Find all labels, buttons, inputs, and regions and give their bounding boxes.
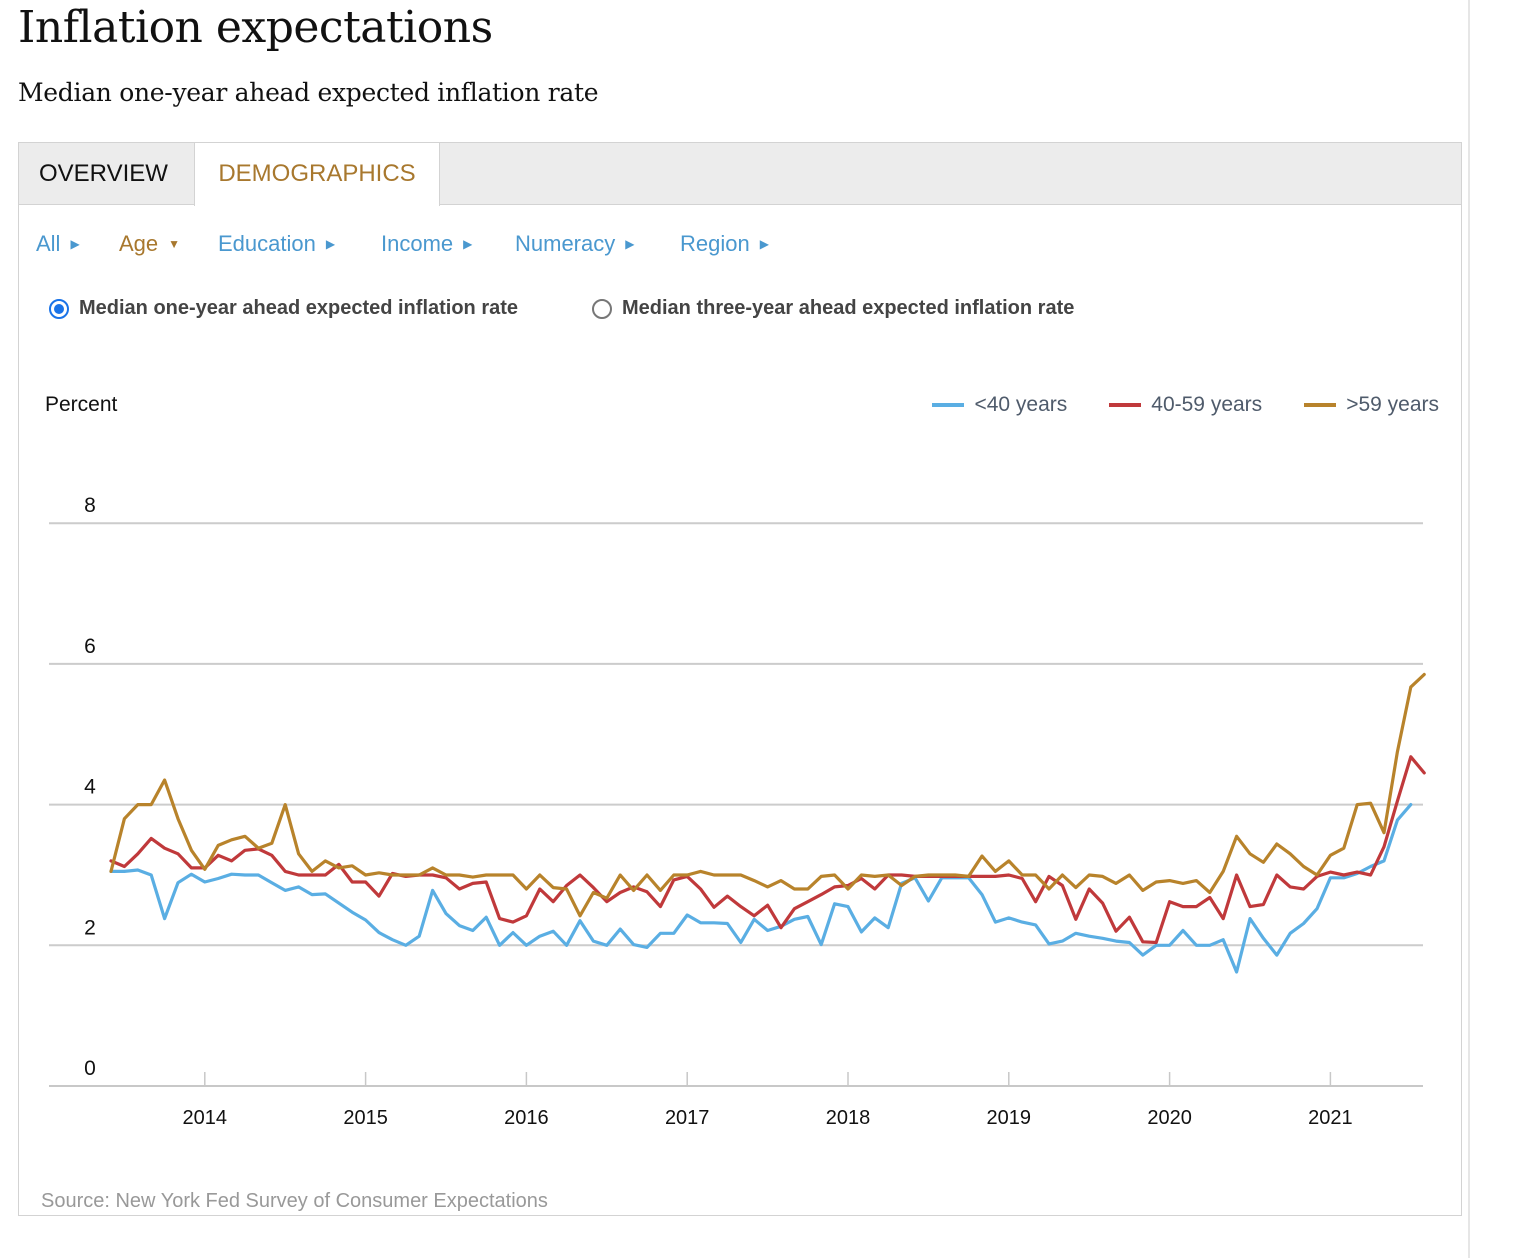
filter-age[interactable]: Age ▼ xyxy=(119,231,180,257)
tab-bar: OVERVIEW DEMOGRAPHICS xyxy=(19,143,1461,206)
radio-label: Median one-year ahead expected inflation… xyxy=(79,297,519,319)
y-tick-label: 0 xyxy=(84,1057,96,1080)
triangle-right-icon: ▶ xyxy=(625,237,635,251)
triangle-down-icon: ▼ xyxy=(168,237,181,251)
filter-label: Numeracy xyxy=(515,231,616,256)
filter-region[interactable]: Region ▶ xyxy=(680,231,769,257)
x-tick-label: 2016 xyxy=(504,1107,549,1129)
filter-label: Income xyxy=(381,231,454,256)
tab-overview[interactable]: OVERVIEW xyxy=(39,160,168,187)
page-divider xyxy=(1468,0,1470,1258)
legend-item-40-59[interactable]: 40-59 years xyxy=(1109,393,1262,417)
radio-three-year[interactable]: Median three-year ahead expected inflati… xyxy=(592,297,1074,320)
x-tick-label: 2021 xyxy=(1308,1107,1353,1129)
radio-selected-icon[interactable] xyxy=(49,298,69,319)
page-subtitle: Median one-year ahead expected inflation… xyxy=(18,78,599,107)
line-chart: 0 2 4 6 8 2014 2015 2016 2017 2018 2019 2020 2021 xyxy=(49,494,1426,1129)
legend-swatch xyxy=(1109,403,1142,407)
filter-numeracy[interactable]: Numeracy ▶ xyxy=(515,231,634,257)
y-tick-label: 2 xyxy=(84,916,96,939)
series-under-40-line xyxy=(109,802,1413,974)
triangle-right-icon: ▶ xyxy=(759,237,769,251)
filter-label: Education xyxy=(218,231,316,256)
legend-item-under-40[interactable]: <40 years xyxy=(932,393,1067,417)
triangle-right-icon: ▶ xyxy=(70,237,80,251)
series-over-59-line xyxy=(109,672,1426,918)
legend-item-over-59[interactable]: >59 years xyxy=(1304,393,1439,417)
radio-label: Median three-year ahead expected inflati… xyxy=(622,297,1075,319)
legend-label: 40-59 years xyxy=(1151,393,1263,416)
x-tick-label: 2015 xyxy=(343,1107,388,1129)
y-tick-label: 4 xyxy=(84,776,96,799)
filter-label: Age xyxy=(119,231,159,256)
legend-swatch xyxy=(1304,403,1337,407)
filter-label: Region xyxy=(680,231,750,256)
chart-panel: OVERVIEW DEMOGRAPHICS All ▶ Age ▼ Educatio… xyxy=(18,142,1462,1216)
triangle-right-icon: ▶ xyxy=(325,237,336,251)
triangle-right-icon: ▶ xyxy=(463,237,473,251)
chart-legend: <40 years 40-59 years >59 years xyxy=(890,393,1439,417)
y-tick-label: 6 xyxy=(84,635,96,658)
page-title: Inflation expectations xyxy=(18,2,493,53)
filter-label: All xyxy=(36,231,61,256)
filter-all[interactable]: All ▶ xyxy=(36,231,80,257)
radio-unselected-icon[interactable] xyxy=(592,298,612,319)
x-tick-label: 2020 xyxy=(1147,1107,1192,1129)
y-tick-label: 8 xyxy=(84,494,96,517)
source-note: Source: New York Fed Survey of Consumer … xyxy=(41,1190,548,1212)
x-tick-label: 2017 xyxy=(665,1107,710,1129)
legend-swatch xyxy=(932,403,965,407)
series-40-59-line xyxy=(109,755,1426,945)
legend-label: >59 years xyxy=(1346,393,1439,416)
legend-label: <40 years xyxy=(974,393,1068,416)
filter-income[interactable]: Income ▶ xyxy=(381,231,472,257)
tab-demographics[interactable]: DEMOGRAPHICS xyxy=(194,143,440,206)
x-tick-label: 2014 xyxy=(183,1107,228,1129)
y-axis-label: Percent xyxy=(45,393,118,416)
x-tick-label: 2018 xyxy=(826,1107,871,1129)
filter-education[interactable]: Education ▶ xyxy=(218,231,335,257)
x-tick-label: 2019 xyxy=(987,1107,1032,1129)
radio-one-year[interactable]: Median one-year ahead expected inflation… xyxy=(49,297,518,320)
